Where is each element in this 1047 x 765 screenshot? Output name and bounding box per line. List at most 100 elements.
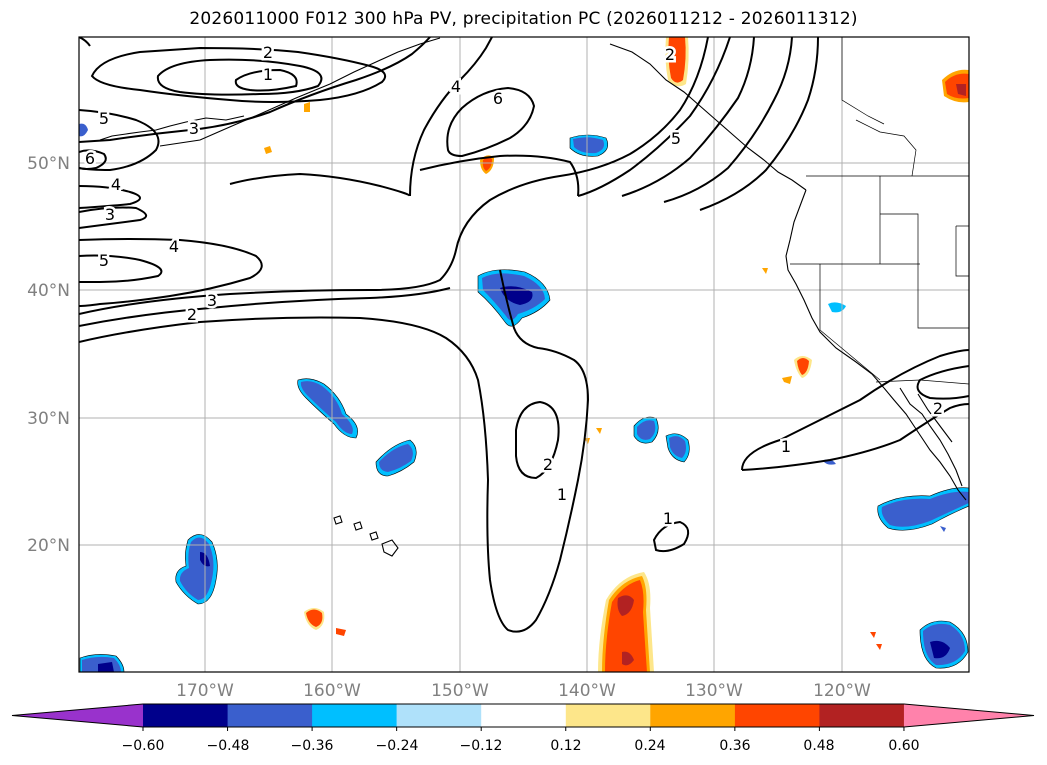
contour-label: 1 bbox=[557, 485, 567, 504]
contour-label: 1 bbox=[263, 65, 273, 84]
pv-contour-5-band bbox=[79, 254, 163, 283]
pv-contour-band-east-6 bbox=[699, 37, 819, 211]
longitude-labels: 170°W 160°W 150°W 140°W 130°W 120°W bbox=[176, 681, 871, 701]
lon-label: 150°W bbox=[431, 681, 489, 701]
pv-contour-3-band bbox=[79, 37, 709, 315]
colorbar-tick-label: 0.24 bbox=[634, 738, 665, 754]
mexico-coast bbox=[899, 387, 963, 487]
colorbar-swatch bbox=[565, 704, 651, 727]
colorbar-tick-label: 0.12 bbox=[550, 738, 581, 754]
precip-patch bbox=[573, 137, 605, 154]
precip-patch bbox=[870, 632, 876, 638]
colorbar-swatch bbox=[650, 704, 736, 727]
colorbar-swatch bbox=[312, 704, 398, 727]
precip-patch bbox=[668, 37, 686, 83]
contour-label: 5 bbox=[671, 129, 681, 148]
contour-label: 2 bbox=[665, 45, 675, 64]
pv-contour-1-north bbox=[156, 58, 323, 96]
precip-patch bbox=[98, 662, 114, 672]
precip-patch bbox=[605, 580, 647, 672]
precip-patch bbox=[596, 428, 602, 434]
colorbar-tick-label: −0.24 bbox=[376, 738, 419, 754]
contour-labels: 2 1 4 6 3 5 6 4 3 4 5 3 2 5 2 1 2 1 1 2 bbox=[82, 41, 945, 531]
alaska-canada-border bbox=[841, 37, 885, 125]
precip-patch bbox=[782, 376, 792, 384]
precip-patch bbox=[956, 84, 966, 96]
contour-label: 3 bbox=[105, 205, 115, 224]
pv-contour-small-1 bbox=[234, 68, 298, 92]
precip-patch bbox=[304, 102, 310, 112]
state-border bbox=[855, 119, 917, 177]
state-border bbox=[955, 226, 969, 277]
latitude-labels: 50°N 40°N 30°N 20°N bbox=[27, 154, 70, 556]
pv-contour-2-band bbox=[79, 287, 451, 327]
lon-label: 140°W bbox=[558, 681, 616, 701]
contour-label: 6 bbox=[85, 149, 95, 168]
precip-patch bbox=[336, 628, 346, 636]
precip-patch bbox=[482, 157, 492, 171]
alaska-gulf-coast bbox=[609, 43, 807, 191]
chart-title: 2026011000 F012 300 hPa PV, precipitatio… bbox=[189, 9, 858, 29]
pv-contour-2-inner bbox=[515, 400, 560, 480]
precip-patch bbox=[500, 286, 533, 305]
alaska-peninsula-coast bbox=[159, 37, 441, 147]
precip-patch bbox=[617, 595, 634, 616]
pv-contour-4-west bbox=[79, 185, 141, 209]
precip-patch bbox=[669, 436, 686, 458]
contour-label: 4 bbox=[111, 175, 121, 194]
colorbar-tick-labels: −0.60 −0.48 −0.36 −0.24 −0.12 0.12 0.24 … bbox=[122, 738, 920, 754]
state-border bbox=[819, 264, 881, 381]
pv-contour-band-east-2 bbox=[419, 154, 580, 197]
pv-contour-6-mid bbox=[446, 86, 536, 158]
map-frame bbox=[78, 36, 970, 673]
precip-patch bbox=[622, 651, 634, 666]
contour-label: 6 bbox=[493, 89, 503, 108]
contour-label: 5 bbox=[99, 109, 109, 128]
pv-contour-band-east-4 bbox=[621, 37, 755, 197]
contour-label: 2 bbox=[543, 455, 553, 474]
precip-patch bbox=[930, 640, 950, 659]
colorbar-tick-label: −0.48 bbox=[207, 738, 250, 754]
contour-label: 3 bbox=[207, 291, 217, 310]
baja-california bbox=[883, 387, 967, 501]
graticule bbox=[79, 37, 969, 672]
contour-label: 4 bbox=[451, 77, 461, 96]
precip-patch bbox=[762, 268, 768, 274]
lon-label: 120°W bbox=[813, 681, 871, 701]
colorbar-tick-label: 0.48 bbox=[803, 738, 834, 754]
pv-contour-1-small bbox=[652, 520, 690, 553]
pv-contour-3-north bbox=[79, 37, 431, 143]
precip-patch bbox=[797, 358, 809, 375]
colorbar-swatch bbox=[227, 704, 313, 727]
contour-label: 2 bbox=[263, 43, 273, 62]
pv-contour-band-east-5 bbox=[663, 37, 793, 203]
colorbar-tick-label: −0.36 bbox=[291, 738, 334, 754]
lat-label: 50°N bbox=[27, 154, 70, 174]
lon-label: 130°W bbox=[685, 681, 743, 701]
west-coast-north bbox=[785, 189, 885, 389]
contour-label: 2 bbox=[187, 305, 197, 324]
hawaii-island-oahu bbox=[353, 521, 363, 531]
hawaii-island-big bbox=[381, 539, 399, 557]
pv-contour-band-east-1 bbox=[229, 172, 411, 197]
colorbar-tick-label: 0.60 bbox=[888, 738, 919, 754]
aleutian-islands bbox=[99, 115, 245, 141]
pv-contour-5-west bbox=[79, 109, 160, 172]
state-border bbox=[917, 264, 969, 329]
coastlines bbox=[99, 37, 967, 557]
hawaii-island-maui bbox=[369, 531, 379, 541]
precip-patch bbox=[876, 644, 882, 650]
colorbar-tick-label: 0.36 bbox=[719, 738, 750, 754]
lat-label: 30°N bbox=[27, 409, 70, 429]
political-borders bbox=[790, 37, 969, 385]
contour-label: 3 bbox=[189, 119, 199, 138]
pv-contour-3-west bbox=[79, 206, 147, 229]
precip-patch bbox=[637, 420, 656, 440]
contour-label: 2 bbox=[933, 399, 943, 418]
precip-patch bbox=[940, 526, 946, 532]
pv-contour-4-band bbox=[79, 238, 263, 307]
pv-contours bbox=[79, 37, 969, 633]
pv-contour-4-mid bbox=[409, 37, 493, 197]
pv-contour-2-north bbox=[90, 46, 386, 103]
